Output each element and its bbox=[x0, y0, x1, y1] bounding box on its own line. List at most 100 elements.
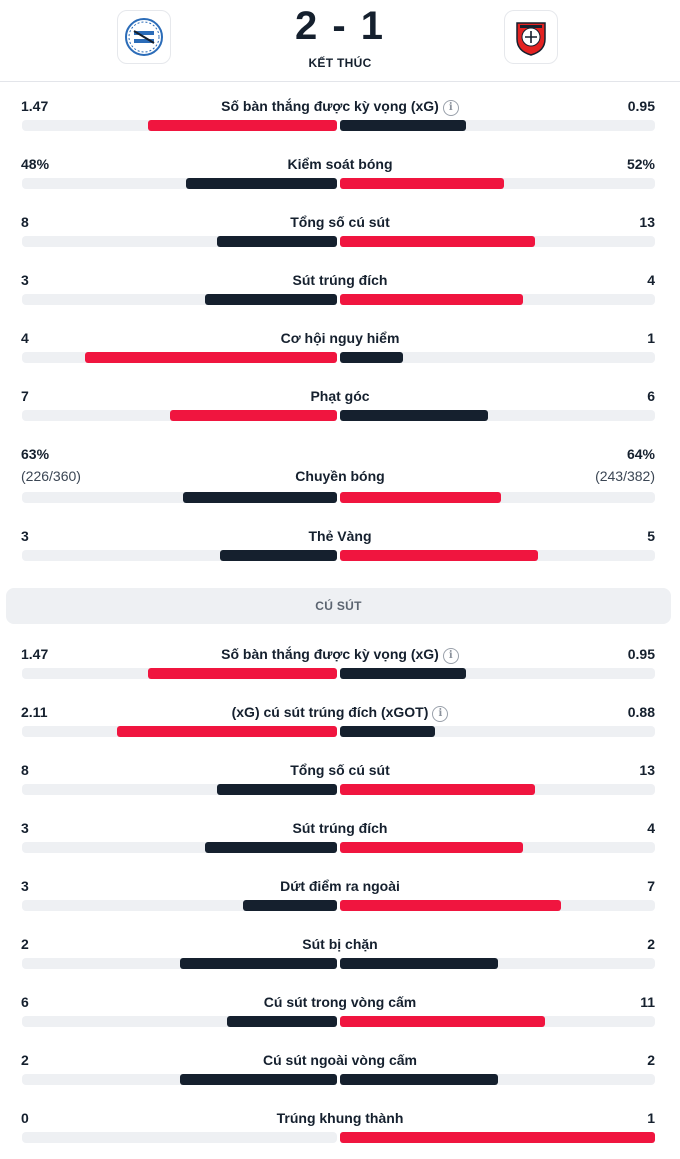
stat-row-tong-so-cu-sut: 8 13 Tổng số cú sút bbox=[0, 754, 680, 812]
away-sub-value: (243/382) bbox=[595, 468, 655, 484]
home-value: 3 bbox=[21, 878, 29, 894]
home-team-logo[interactable] bbox=[117, 10, 171, 64]
home-bar-track bbox=[22, 236, 337, 247]
home-bar-track bbox=[22, 352, 337, 363]
home-bar-track bbox=[22, 900, 337, 911]
away-value: 2 bbox=[647, 1052, 655, 1068]
stat-label-text: Dứt điểm ra ngoài bbox=[280, 878, 400, 894]
away-value: 2 bbox=[647, 936, 655, 952]
bayer-leverkusen-crest-icon bbox=[516, 22, 546, 56]
away-value: 6 bbox=[647, 388, 655, 404]
away-bar-fill bbox=[340, 178, 504, 189]
home-bar-fill bbox=[204, 294, 337, 305]
home-value: 2.11 bbox=[21, 704, 48, 720]
overview-stats: 1.47 0.95 Số bàn thắng được kỳ vọng (xG) i 4… bbox=[0, 90, 680, 578]
home-bar-fill bbox=[148, 120, 337, 131]
away-team-logo[interactable] bbox=[504, 10, 558, 64]
home-value: 7 bbox=[21, 388, 29, 404]
away-value: 0.88 bbox=[627, 704, 655, 720]
home-value: 2 bbox=[21, 1052, 29, 1068]
home-bar-fill bbox=[217, 784, 337, 795]
away-value: 1 bbox=[647, 330, 655, 346]
info-icon[interactable]: i bbox=[432, 706, 449, 722]
home-value: 3 bbox=[21, 272, 29, 288]
home-bar-fill bbox=[148, 668, 337, 679]
away-value: 1 bbox=[647, 1110, 655, 1126]
stat-label: Tổng số cú sút bbox=[0, 214, 680, 230]
away-value: 0.95 bbox=[627, 646, 655, 662]
away-bar-track bbox=[340, 1074, 655, 1085]
away-bar-track bbox=[340, 900, 655, 911]
home-value: 8 bbox=[21, 214, 29, 230]
away-bar-track bbox=[340, 958, 655, 969]
away-bar-track bbox=[340, 410, 655, 421]
stat-label: Dứt điểm ra ngoài bbox=[0, 878, 680, 894]
away-bar-fill bbox=[340, 784, 536, 795]
info-icon[interactable]: i bbox=[442, 100, 459, 116]
home-bar-track bbox=[22, 1074, 337, 1085]
home-bar-track bbox=[22, 550, 337, 561]
home-bar-fill bbox=[220, 550, 337, 561]
stat-label: Sút trúng đích bbox=[0, 272, 680, 288]
away-bar-fill bbox=[340, 958, 498, 969]
away-bar-track bbox=[340, 550, 655, 561]
away-value: 11 bbox=[640, 994, 655, 1010]
stat-label-text: Tổng số cú sút bbox=[290, 214, 390, 230]
stat-row-so-ban-thang-duoc-ky-vong-xg: 1.47 0.95 Số bàn thắng được kỳ vọng (xG) i bbox=[0, 90, 680, 148]
home-bar-track bbox=[22, 294, 337, 305]
away-bar-fill bbox=[340, 900, 561, 911]
away-bar-fill bbox=[340, 294, 523, 305]
stat-row-the-vang: 3 5 Thẻ Vàng bbox=[0, 520, 680, 578]
section-title-shots: CÚ SÚT bbox=[6, 588, 671, 624]
away-bar-fill bbox=[340, 668, 466, 679]
away-bar-fill bbox=[340, 410, 489, 421]
away-value: 4 bbox=[647, 820, 655, 836]
home-value: 1.47 bbox=[21, 98, 49, 114]
arminia-bielefeld-crest-icon bbox=[125, 18, 163, 56]
away-bar-track bbox=[340, 842, 655, 853]
info-icon[interactable]: i bbox=[442, 648, 459, 664]
stat-label: Số bàn thắng được kỳ vọng (xG) i bbox=[0, 646, 680, 664]
away-bar-fill bbox=[340, 842, 523, 853]
stat-label-text: Cơ hội nguy hiểm bbox=[280, 330, 400, 346]
home-value: 4 bbox=[21, 330, 29, 346]
stat-label: Sút trúng đích bbox=[0, 820, 680, 836]
home-bar-track bbox=[22, 1132, 337, 1143]
away-bar-fill bbox=[340, 120, 466, 131]
home-bar-track bbox=[22, 1016, 337, 1027]
stat-row-cu-sut-ngoai-vong-cam: 2 2 Cú sút ngoài vòng cấm bbox=[0, 1044, 680, 1102]
away-value: 13 bbox=[639, 762, 655, 778]
shots-stats: 1.47 0.95 Số bàn thắng được kỳ vọng (xG) i 2… bbox=[0, 638, 680, 1159]
home-bar-fill bbox=[179, 1074, 337, 1085]
away-bar-track bbox=[340, 726, 655, 737]
home-bar-fill bbox=[242, 900, 337, 911]
home-value: 48% bbox=[21, 156, 50, 172]
stat-label-text: Phạt góc bbox=[310, 388, 370, 404]
home-bar-fill bbox=[182, 492, 337, 503]
home-bar-track bbox=[22, 178, 337, 189]
away-bar-track bbox=[340, 352, 655, 363]
home-bar-fill bbox=[85, 352, 337, 363]
stat-label-text: Cú sút trong vòng cấm bbox=[263, 994, 417, 1010]
stat-label: Chuyền bóng bbox=[0, 468, 680, 484]
home-sub-value: (226/360) bbox=[21, 468, 81, 484]
away-value: 4 bbox=[647, 272, 655, 288]
stat-label: Phạt góc bbox=[0, 388, 680, 404]
away-bar-track bbox=[340, 668, 655, 679]
away-value: 64% bbox=[626, 446, 655, 462]
away-bar-track bbox=[340, 784, 655, 795]
home-bar-fill bbox=[217, 236, 337, 247]
home-bar-fill bbox=[185, 178, 337, 189]
home-value: 0 bbox=[21, 1110, 29, 1126]
stat-label: Cú sút trong vòng cấm bbox=[0, 994, 680, 1010]
home-bar-fill bbox=[226, 1016, 337, 1027]
stat-label: Cơ hội nguy hiểm bbox=[0, 330, 680, 346]
away-bar-fill bbox=[340, 236, 536, 247]
stat-row-sut-bi-chan: 2 2 Sút bị chặn bbox=[0, 928, 680, 986]
stat-label: Số bàn thắng được kỳ vọng (xG) i bbox=[0, 98, 680, 116]
stat-label-text: Sút trúng đích bbox=[292, 272, 388, 288]
stat-label-text: Số bàn thắng được kỳ vọng (xG) bbox=[221, 646, 439, 662]
home-value: 3 bbox=[21, 528, 29, 544]
away-value: 0.95 bbox=[627, 98, 655, 114]
home-value: 63% bbox=[21, 446, 50, 462]
